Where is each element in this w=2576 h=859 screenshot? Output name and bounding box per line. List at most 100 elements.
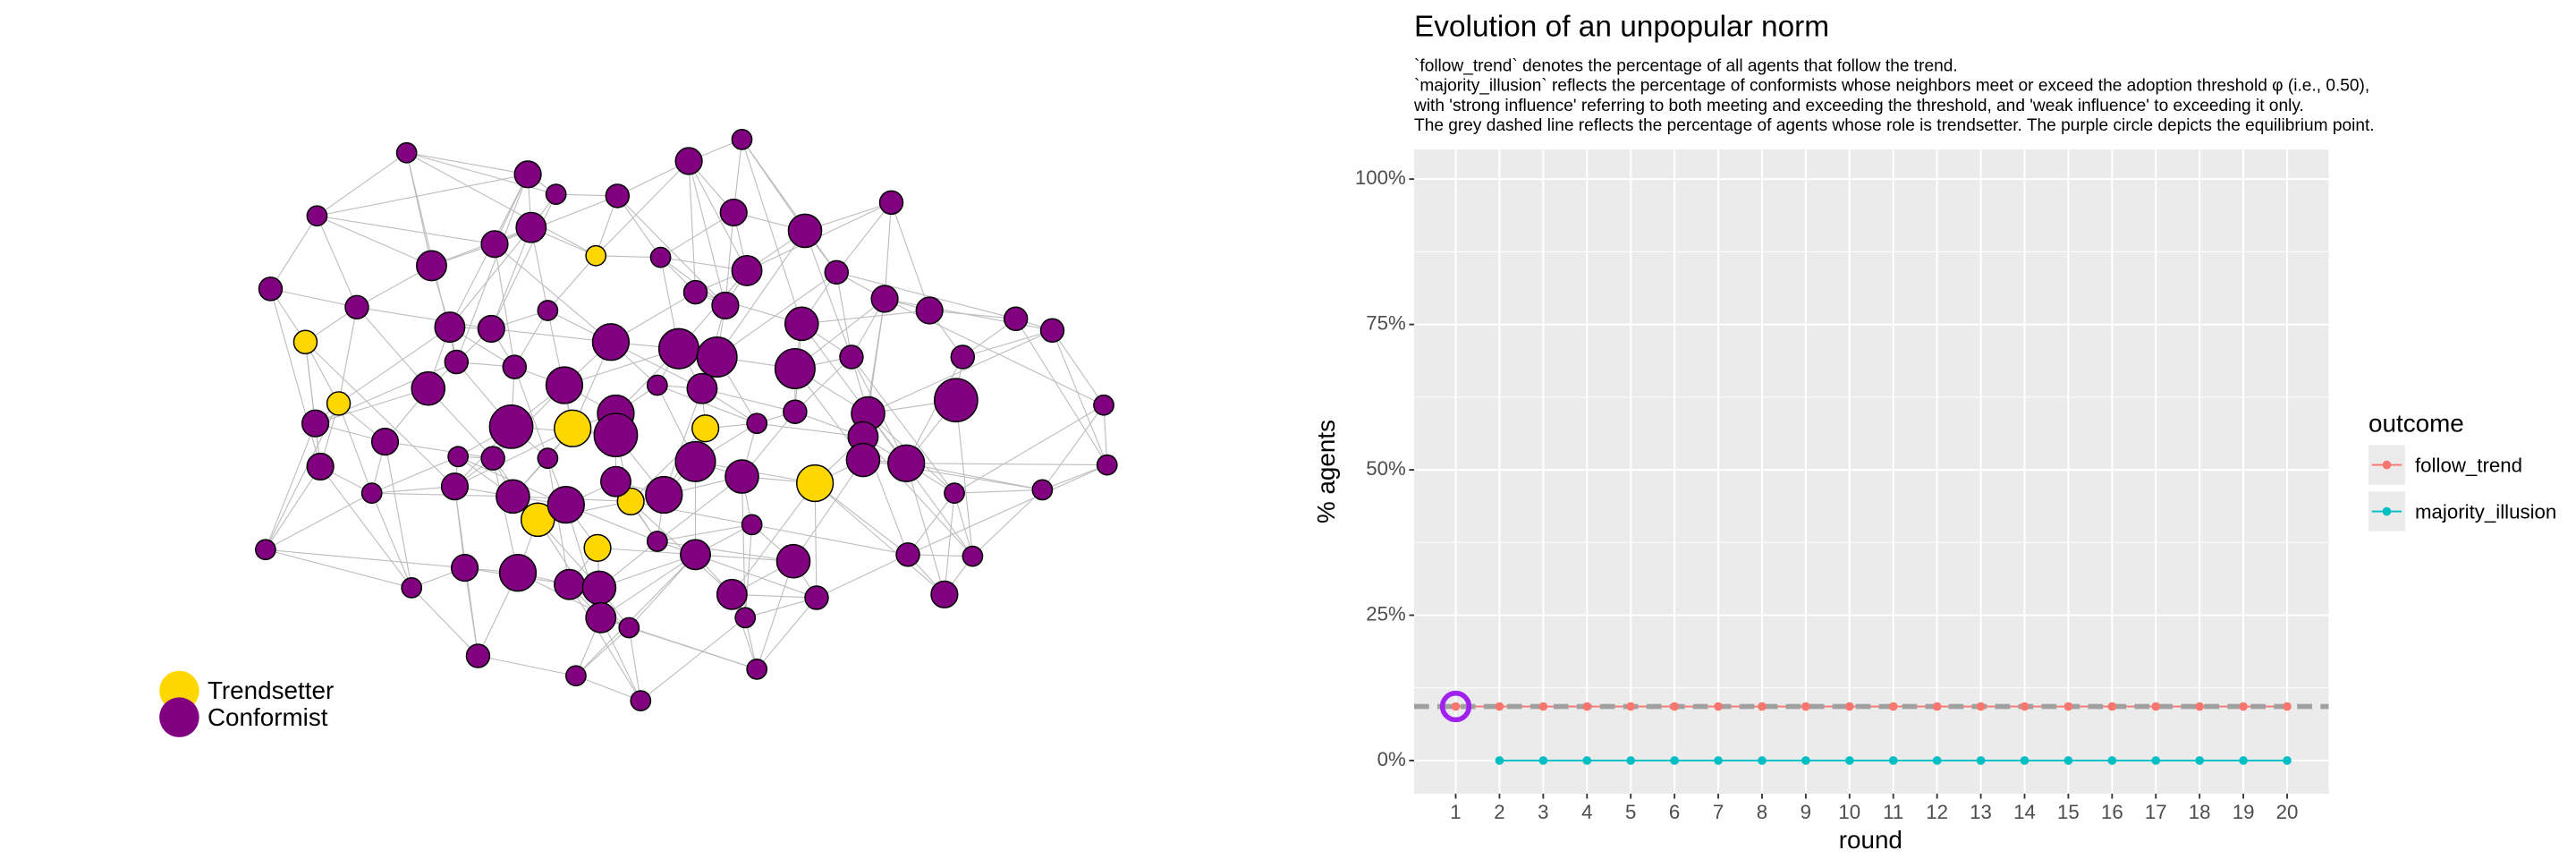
network-edge xyxy=(907,492,955,556)
network-edge xyxy=(371,455,459,494)
network-node xyxy=(775,543,811,579)
network-node xyxy=(496,479,530,515)
network-node xyxy=(401,577,423,599)
network-node xyxy=(585,244,607,267)
x-tick-label: 9 xyxy=(1801,801,1811,823)
network-edge xyxy=(547,255,597,311)
network-node xyxy=(734,607,757,629)
network-edge xyxy=(595,160,690,257)
network-node xyxy=(657,327,699,370)
network-edge xyxy=(757,422,864,438)
series-point xyxy=(1495,702,1504,711)
x-tick-label: 6 xyxy=(1669,801,1680,823)
series-point xyxy=(1670,702,1679,711)
network-edge xyxy=(745,597,818,618)
network-edge xyxy=(1051,330,1108,465)
series-point xyxy=(2107,702,2117,711)
network-node xyxy=(416,250,447,282)
network-edge xyxy=(962,329,1053,358)
series-point xyxy=(2151,756,2161,765)
network-edge xyxy=(616,195,662,258)
network-node xyxy=(845,442,881,478)
network-node xyxy=(537,447,559,470)
x-tick-label: 1 xyxy=(1450,801,1461,823)
network-node xyxy=(804,585,829,610)
network-edge xyxy=(660,212,734,259)
network-node xyxy=(930,580,959,608)
network-edge xyxy=(478,655,577,676)
series-point xyxy=(1626,756,1636,765)
network-node xyxy=(934,378,979,423)
series-point xyxy=(1538,756,1548,765)
network-edge xyxy=(575,675,641,702)
network-node xyxy=(950,344,976,370)
x-tick-label: 14 xyxy=(2013,801,2036,823)
chart-subtitle: The grey dashed line reflects the percen… xyxy=(1414,116,2375,135)
network-edge xyxy=(657,540,794,562)
network-edge xyxy=(751,523,909,556)
legend-label: Conformist xyxy=(208,703,328,731)
equilibrium-marker xyxy=(1439,690,1472,723)
network-edge xyxy=(731,482,816,595)
network-edge xyxy=(906,463,1107,466)
network-edge xyxy=(804,230,852,358)
network-edge xyxy=(657,476,742,542)
network-node xyxy=(451,554,479,583)
network-node xyxy=(618,617,640,639)
network-edge xyxy=(385,441,494,459)
network-edge xyxy=(317,215,432,267)
network-node xyxy=(674,147,703,175)
legend-label: follow_trend xyxy=(2415,454,2522,476)
network-edge xyxy=(801,310,930,325)
network-edge xyxy=(688,160,726,306)
network-edge xyxy=(317,215,496,245)
network-node xyxy=(258,276,284,302)
network-node xyxy=(537,300,559,321)
network-node xyxy=(887,444,926,482)
network-node xyxy=(444,349,470,375)
chart-subtitle: `follow_trend` denotes the percentage of… xyxy=(1414,56,1958,75)
network-node xyxy=(585,601,617,634)
network-edge xyxy=(265,549,465,569)
series-point xyxy=(1714,756,1723,765)
network-edge xyxy=(953,404,1105,494)
network-node xyxy=(513,160,542,189)
network-node xyxy=(784,306,819,342)
series-point xyxy=(1976,756,1986,765)
series-point xyxy=(1844,756,1854,765)
x-tick-label: 10 xyxy=(1838,801,1860,823)
network-node xyxy=(600,465,631,498)
network-edge xyxy=(1015,318,1108,465)
network-edge xyxy=(494,195,618,245)
network-node xyxy=(477,314,505,344)
plot-panel xyxy=(1414,149,2329,795)
network-node xyxy=(545,366,584,404)
network-edge xyxy=(384,441,412,589)
network-edge xyxy=(716,271,837,358)
network-node xyxy=(674,440,716,482)
series-point xyxy=(1626,702,1636,711)
network-node xyxy=(292,329,318,355)
network-node xyxy=(498,554,538,592)
network-edge xyxy=(801,323,869,414)
network-node xyxy=(554,568,585,600)
network-node xyxy=(716,578,748,610)
network-node xyxy=(895,542,920,567)
network-node xyxy=(1003,306,1029,332)
network-node xyxy=(878,190,904,216)
network-node xyxy=(591,323,631,361)
network-node xyxy=(724,459,759,494)
network-edge xyxy=(316,216,358,308)
network-edge xyxy=(868,412,973,557)
network-edge xyxy=(490,227,532,329)
network-node xyxy=(1093,394,1114,416)
network-edge xyxy=(851,356,955,494)
network-edge xyxy=(794,356,852,412)
network-node xyxy=(440,472,470,501)
network-edge xyxy=(953,492,973,557)
network-edge xyxy=(953,489,1043,494)
network-edge xyxy=(716,230,806,358)
network-edge xyxy=(688,160,697,293)
network-edge xyxy=(741,139,802,325)
series-point xyxy=(1932,702,1942,711)
